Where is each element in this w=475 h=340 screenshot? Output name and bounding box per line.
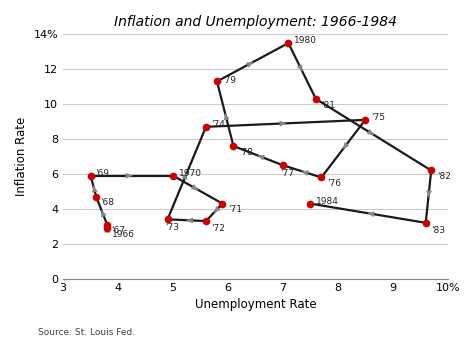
- Text: '69: '69: [95, 169, 109, 177]
- Y-axis label: Inflation Rate: Inflation Rate: [15, 117, 28, 196]
- Title: Inflation and Unemployment: 1966-1984: Inflation and Unemployment: 1966-1984: [114, 15, 397, 29]
- Text: '83: '83: [431, 226, 445, 235]
- Text: '76: '76: [327, 179, 341, 188]
- Text: '75: '75: [371, 113, 385, 122]
- Text: '74: '74: [211, 120, 225, 129]
- Text: 1970: 1970: [179, 169, 201, 177]
- Text: '78: '78: [239, 148, 253, 157]
- Text: '71: '71: [228, 205, 242, 214]
- Text: Source: St. Louis Fed.: Source: St. Louis Fed.: [38, 328, 135, 337]
- Text: 1984: 1984: [316, 197, 339, 205]
- Text: '82: '82: [437, 172, 451, 181]
- Text: 1980: 1980: [294, 36, 317, 45]
- Text: '67: '67: [112, 226, 125, 235]
- Text: '68: '68: [101, 198, 114, 207]
- X-axis label: Unemployment Rate: Unemployment Rate: [195, 299, 316, 311]
- Text: '72: '72: [211, 224, 225, 234]
- Text: '79: '79: [222, 76, 237, 85]
- Text: '77: '77: [280, 169, 294, 177]
- Text: 1966: 1966: [112, 230, 134, 239]
- Text: '81: '81: [322, 101, 335, 109]
- Text: '73: '73: [165, 223, 179, 232]
